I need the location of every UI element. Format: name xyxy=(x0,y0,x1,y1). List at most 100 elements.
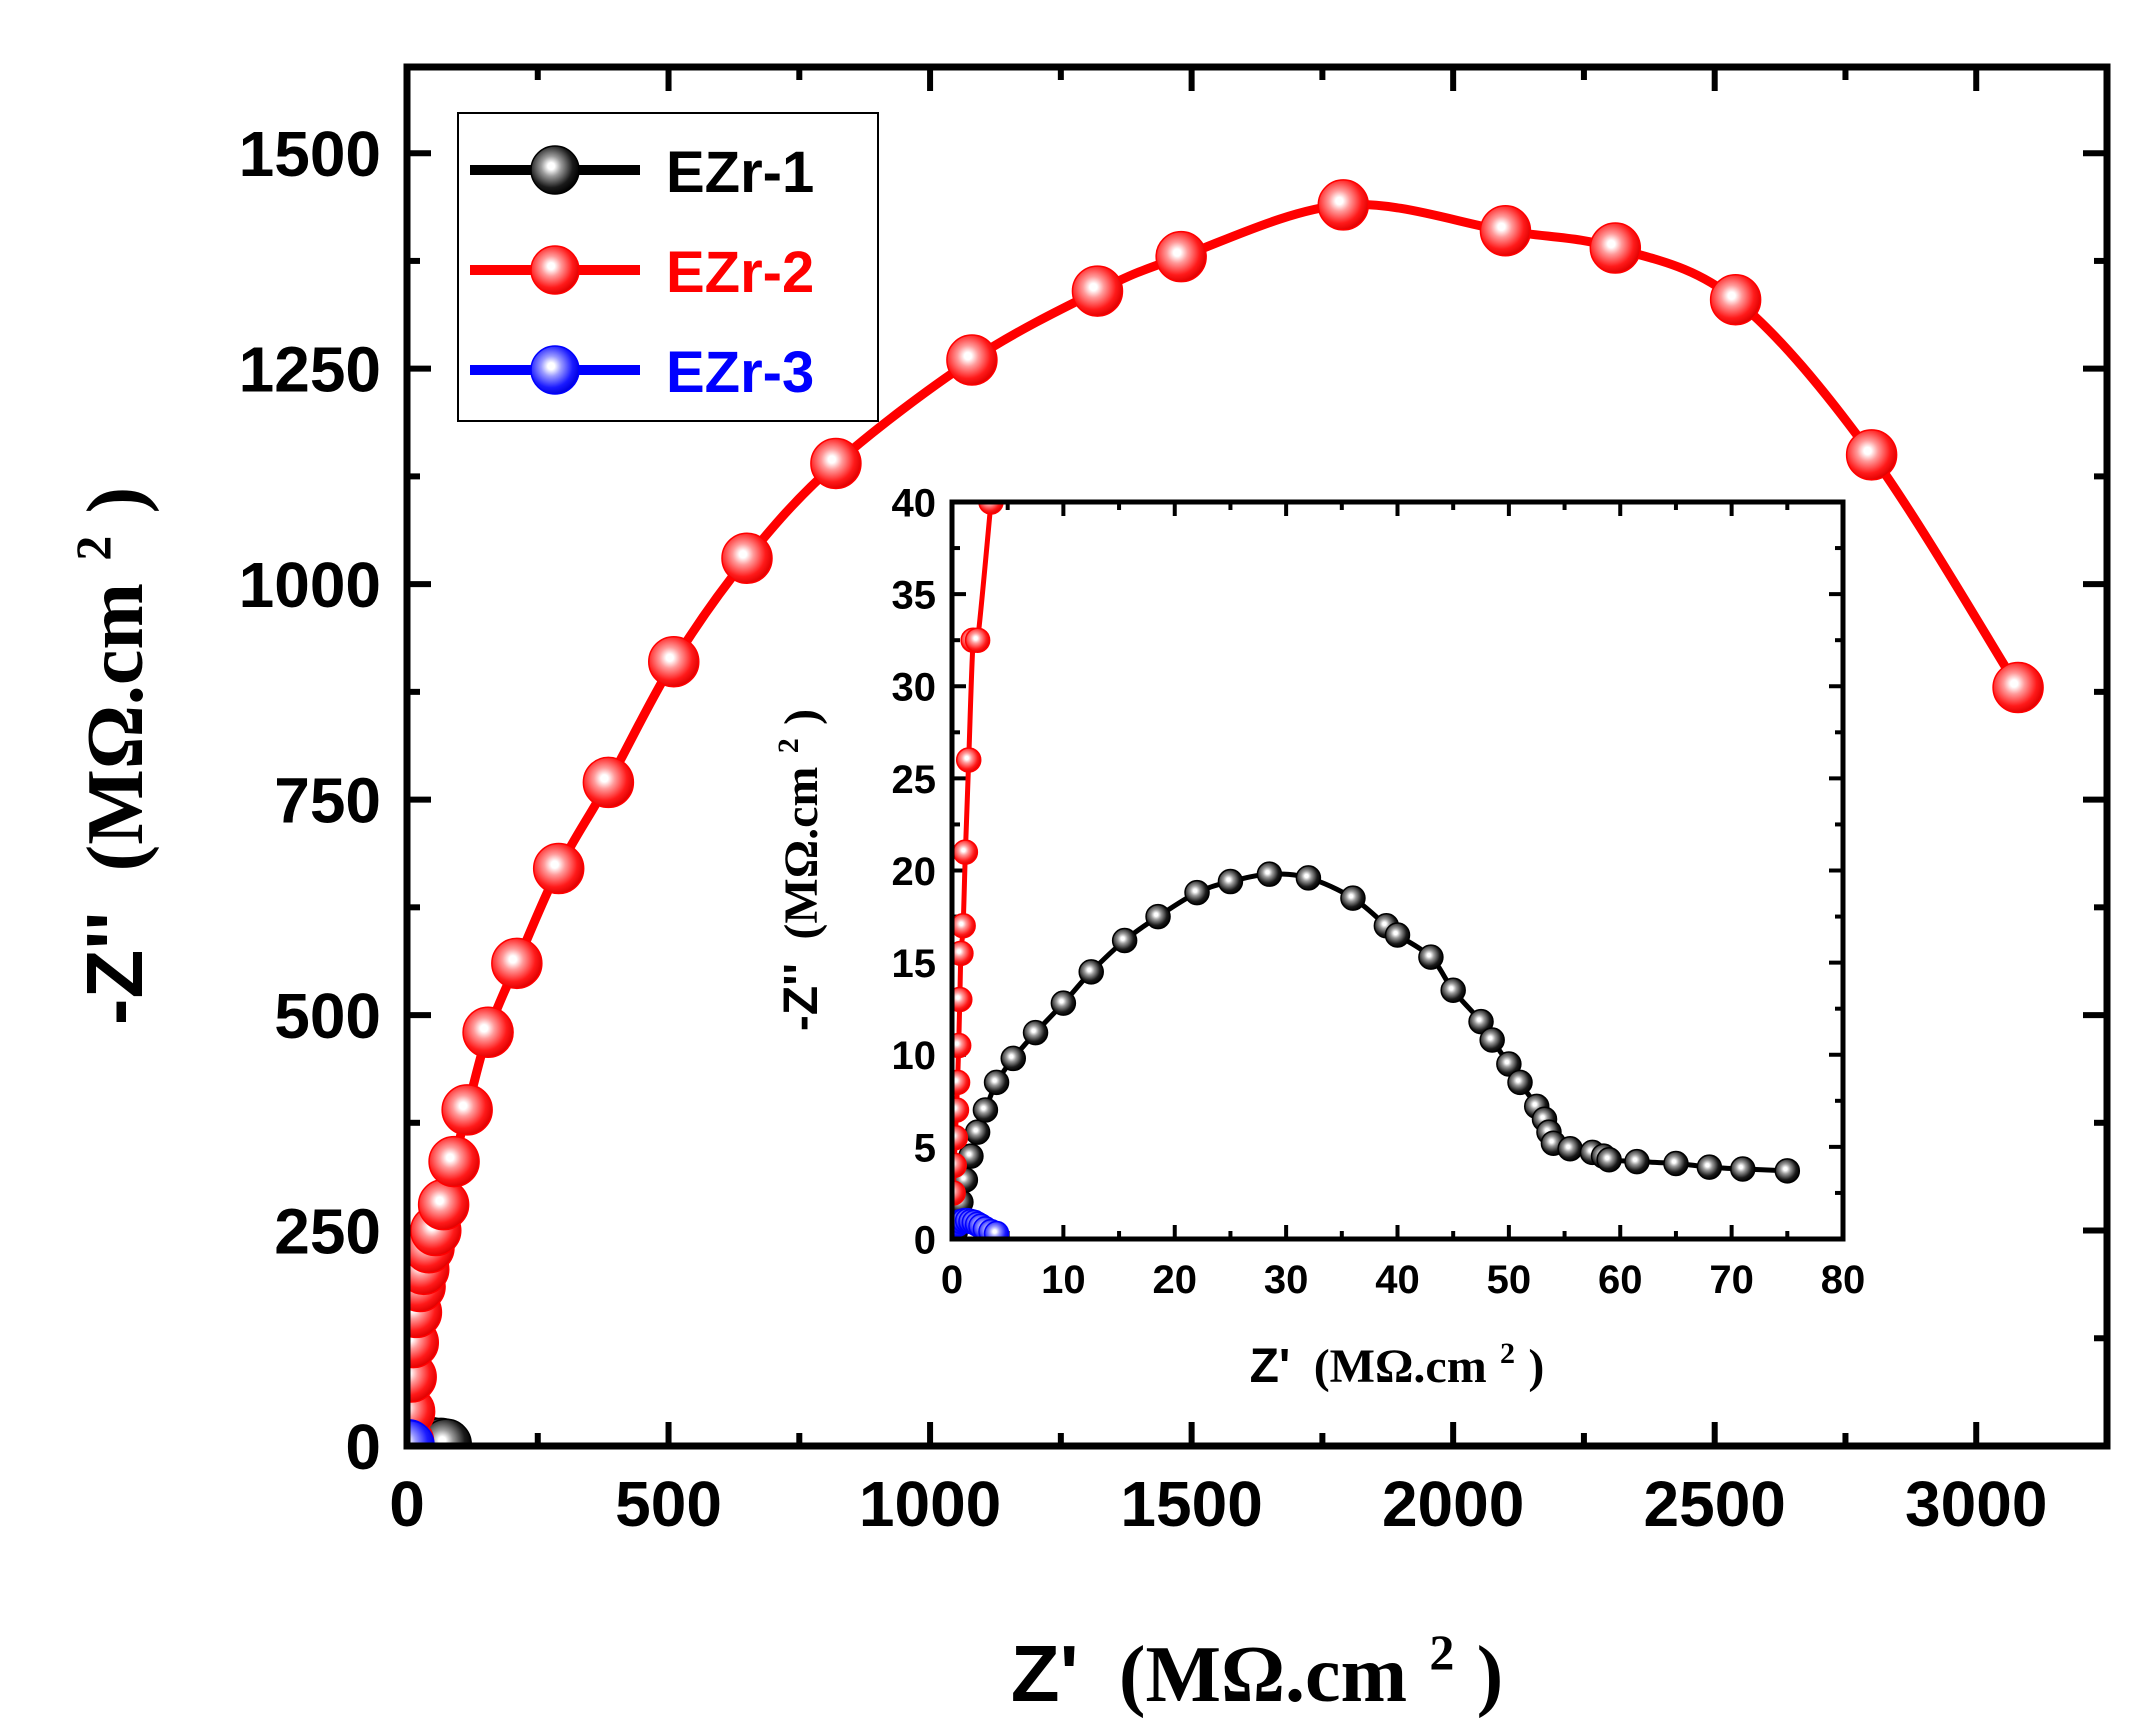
legend-item-ezr-1: EZr-1 xyxy=(470,140,814,205)
inset-data-point-ezr-2 xyxy=(952,1124,969,1151)
main-data-point-ezr-2 xyxy=(1317,179,1370,231)
inset-data-point-ezr-1 xyxy=(1340,885,1366,911)
inset-y-axis-symbol: -Z'' xyxy=(775,963,828,1031)
inset-data-point-ezr-1 xyxy=(964,1119,991,1145)
inset-data-point-ezr-2 xyxy=(952,986,973,1013)
main-y-tick-label: 0 xyxy=(345,1411,381,1483)
inset-data-point-ezr-1 xyxy=(1507,1069,1533,1096)
inset-data-point-ezr-2 xyxy=(952,839,979,865)
inset-x-axis-unit-close: ) xyxy=(1528,1340,1544,1393)
main-plot-frame xyxy=(403,63,2111,1450)
main-x-axis-unit: (MΩ.cm xyxy=(1119,1631,1407,1719)
inset-data-point-ezr-1 xyxy=(1440,977,1466,1004)
main-data-point-ezr-2 xyxy=(1709,273,1762,326)
inset-data-point-ezr-2 xyxy=(964,627,991,653)
inset-y-tick-label: 15 xyxy=(892,942,937,986)
main-series-layer xyxy=(407,179,2044,1446)
inset-data-point-ezr-1 xyxy=(1256,861,1283,887)
main-axes: 0 500 1000 1500 2000 2500 30000250500750100012… xyxy=(239,67,2110,1540)
main-x-tick-label: 2500 xyxy=(1644,1468,1786,1540)
legend-label-ezr-1: EZr-1 xyxy=(666,140,814,205)
main-data-point-ezr-2 xyxy=(428,1135,480,1188)
inset-y-tick-label: 30 xyxy=(892,666,937,710)
legend-marker-ezr-3 xyxy=(530,345,580,395)
inset-data-point-ezr-1 xyxy=(1295,865,1322,891)
inset-y-tick-label: 0 xyxy=(914,1218,936,1262)
main-x-tick-label: 3000 xyxy=(1905,1468,2047,1540)
main-data-point-ezr-2 xyxy=(1992,661,2044,714)
main-x-axis-title: Z' (MΩ.cm 2 ) xyxy=(1011,1597,1504,1719)
inset-data-point-ezr-1 xyxy=(1624,1148,1650,1175)
legend-item-ezr-2: EZr-2 xyxy=(470,240,814,305)
main-x-axis-symbol: Z' xyxy=(1011,1629,1079,1718)
inset-data-point-ezr-1 xyxy=(1050,990,1077,1016)
main-x-tick-label: 2000 xyxy=(1382,1468,1524,1540)
main-y-tick-label: 750 xyxy=(274,765,381,837)
main-data-point-ezr-2 xyxy=(532,842,585,895)
main-data-point-ezr-2 xyxy=(441,1084,493,1136)
inset-x-tick-label: 80 xyxy=(1821,1258,1866,1302)
inset-data-point-ezr-3 xyxy=(983,1220,1010,1239)
inset-data-point-ezr-1 xyxy=(1468,1008,1494,1035)
main-data-point-ezr-2 xyxy=(491,937,543,990)
main-y-tick-label: 1000 xyxy=(239,549,381,621)
main-y-axis-unit: (MΩ.cm xyxy=(72,583,160,871)
main-y-axis-symbol: -Z'' xyxy=(70,912,159,1026)
inset-x-tick-label: 0 xyxy=(941,1258,963,1302)
inset-y-tick-label: 25 xyxy=(892,758,937,802)
main-data-point-ezr-2 xyxy=(1071,265,1124,317)
legend-item-ezr-3: EZr-3 xyxy=(470,340,814,405)
main-x-tick-label: 1500 xyxy=(1120,1468,1262,1540)
main-y-axis-unit-close: ) xyxy=(72,487,160,514)
inset-x-tick-label: 30 xyxy=(1264,1258,1309,1302)
legend-marker-ezr-2 xyxy=(530,245,580,295)
main-y-tick-label: 250 xyxy=(274,1196,381,1268)
inset-y-tick-label: 5 xyxy=(914,1126,936,1170)
inset-x-tick-label: 40 xyxy=(1375,1258,1420,1302)
inset-x-tick-label: 20 xyxy=(1153,1258,1198,1302)
inset-y-tick-label: 40 xyxy=(892,481,937,525)
inset-data-point-ezr-1 xyxy=(1184,879,1210,906)
inset-x-axis-unit-exponent: 2 xyxy=(1500,1337,1515,1370)
main-data-point-ezr-2 xyxy=(1155,230,1207,283)
inset-data-point-ezr-1 xyxy=(1078,959,1104,985)
inset-data-point-ezr-1 xyxy=(1145,903,1171,930)
inset-data-point-ezr-1 xyxy=(1022,1019,1049,1046)
legend: EZr-1 EZr-2 EZr-3 xyxy=(457,112,879,422)
main-x-tick-label: 0 xyxy=(389,1468,425,1540)
main-y-axis-unit-exponent: 2 xyxy=(65,536,121,561)
main-data-point-ezr-2 xyxy=(810,437,862,490)
inset-data-point-ezr-2 xyxy=(952,940,974,967)
inset-y-axis-unit: (MΩ.cm xyxy=(775,767,828,940)
inset-series-ezr-3 xyxy=(952,1207,1010,1239)
inset-data-point-ezr-1 xyxy=(1774,1158,1801,1184)
inset-series-layer xyxy=(952,502,1801,1239)
main-x-tick-label: 500 xyxy=(615,1468,722,1540)
inset-data-point-ezr-1 xyxy=(1663,1150,1689,1177)
main-data-point-ezr-2 xyxy=(1845,429,1898,481)
inset-data-point-ezr-1 xyxy=(1596,1147,1622,1173)
inset-y-axis-unit-close: ) xyxy=(775,709,828,725)
main-y-tick-label: 500 xyxy=(274,980,381,1052)
inset-data-point-ezr-2 xyxy=(978,502,1004,515)
inset-data-point-ezr-2 xyxy=(952,1097,970,1123)
main-y-tick-label: 1250 xyxy=(239,334,381,406)
inset-x-tick-label: 50 xyxy=(1487,1258,1532,1302)
main-x-axis-unit-exponent: 2 xyxy=(1429,1624,1454,1680)
inset-y-axis-unit-exponent: 2 xyxy=(772,738,805,753)
main-plot-area xyxy=(407,179,2044,1446)
main-series-ezr-2 xyxy=(407,179,2044,1446)
inset-data-point-ezr-1 xyxy=(1000,1045,1027,1072)
inset-data-point-ezr-1 xyxy=(1557,1135,1583,1162)
inset-series-ezr-2 xyxy=(952,502,1004,1206)
legend-marker-ezr-1 xyxy=(530,145,580,195)
inset-series-ezr-1 xyxy=(952,861,1801,1239)
inset-data-point-ezr-1 xyxy=(972,1097,999,1123)
inset-data-point-ezr-2 xyxy=(952,913,976,939)
inset-plot-area xyxy=(952,502,1801,1239)
main-data-point-ezr-2 xyxy=(1479,205,1532,257)
inset-y-axis-title: -Z'' (MΩ.cm 2 ) xyxy=(756,709,828,1031)
inset-x-axis-title: Z' (MΩ.cm 2 ) xyxy=(1250,1321,1545,1393)
inset-data-point-ezr-1 xyxy=(1479,1027,1505,1053)
